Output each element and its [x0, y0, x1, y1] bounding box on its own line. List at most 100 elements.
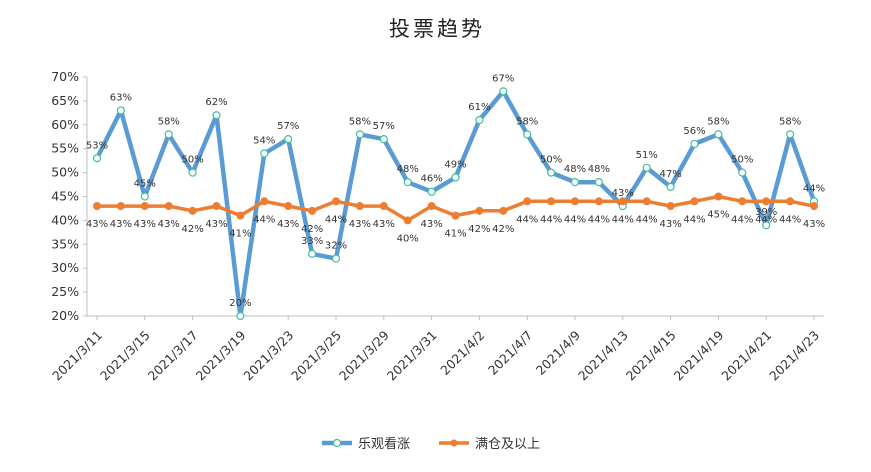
- data-label: 44%: [803, 183, 825, 194]
- data-point: [594, 178, 604, 187]
- data-label: 62%: [205, 97, 227, 108]
- data-label: 41%: [444, 229, 466, 240]
- data-point: [332, 197, 340, 206]
- x-tick-label: 2021/4/19: [671, 327, 727, 383]
- data-point: [403, 178, 412, 187]
- x-tick-label: 2021/3/15: [97, 328, 153, 384]
- data-label: 57%: [277, 121, 299, 132]
- y-tick-label: 35%: [51, 236, 79, 251]
- data-point: [355, 130, 364, 139]
- data-point: [618, 197, 627, 206]
- legend-label: 满仓及以上: [475, 437, 540, 452]
- y-tick-label: 40%: [51, 212, 79, 227]
- data-point: [355, 202, 364, 211]
- legend-swatch-marker: [450, 439, 458, 447]
- data-point: [284, 202, 293, 211]
- data-point: [164, 130, 173, 139]
- y-tick-label: 20%: [51, 308, 79, 323]
- data-label: 46%: [420, 174, 442, 185]
- x-tick-label: 2021/3/31: [384, 328, 440, 384]
- data-label: 51%: [636, 150, 658, 161]
- data-point: [188, 168, 197, 177]
- data-point: [403, 216, 412, 225]
- x-tick-label: 2021/4/2: [437, 328, 487, 378]
- data-point: [475, 206, 484, 215]
- data-point: [140, 192, 149, 201]
- data-point: [379, 202, 388, 211]
- data-point: [690, 139, 699, 149]
- data-point: [714, 130, 723, 139]
- data-label: 50%: [540, 155, 562, 166]
- data-label: 43%: [205, 219, 227, 230]
- data-point: [547, 197, 556, 206]
- legend-label: 乐观看涨: [358, 436, 410, 452]
- data-label: 43%: [659, 219, 681, 230]
- data-label: 41%: [229, 229, 251, 240]
- y-tick-label: 65%: [51, 93, 79, 108]
- x-tick-label: 2021/4/9: [533, 327, 583, 377]
- data-label: 49%: [444, 159, 466, 170]
- data-label: 44%: [540, 214, 562, 225]
- data-point: [738, 197, 747, 206]
- y-tick-label: 45%: [51, 189, 79, 204]
- data-label: 44%: [779, 214, 801, 225]
- data-point: [642, 163, 651, 172]
- legend-swatch-marker: [332, 438, 342, 448]
- data-point: [499, 87, 508, 96]
- data-point: [786, 197, 795, 206]
- data-point: [92, 154, 102, 163]
- data-label: 44%: [564, 214, 586, 225]
- data-point: [810, 202, 818, 211]
- data-point: [260, 197, 269, 206]
- data-label: 48%: [564, 164, 586, 175]
- data-point: [331, 254, 341, 263]
- data-point: [570, 178, 580, 187]
- y-tick-label: 50%: [51, 165, 79, 180]
- data-label: 39%: [755, 207, 777, 218]
- data-point: [308, 249, 317, 258]
- data-label: 43%: [277, 219, 299, 230]
- data-label: 50%: [181, 155, 203, 166]
- legend: 乐观看涨 满仓及以上: [322, 436, 540, 452]
- data-label: 50%: [731, 155, 753, 166]
- data-point: [690, 197, 699, 206]
- x-tick-label: 2021/3/29: [336, 327, 392, 383]
- data-point: [116, 106, 126, 115]
- data-point: [451, 211, 460, 220]
- data-point: [212, 111, 221, 120]
- data-label: 20%: [229, 298, 251, 309]
- data-point: [260, 149, 269, 158]
- data-point: [451, 173, 460, 182]
- data-label: 57%: [373, 121, 395, 132]
- data-label: 42%: [492, 224, 514, 235]
- data-label: 43%: [158, 219, 180, 230]
- data-point: [594, 197, 603, 206]
- x-tick-label: 2021/3/17: [145, 328, 201, 384]
- data-label: 58%: [779, 116, 801, 127]
- data-point: [427, 187, 436, 196]
- data-label: 44%: [731, 214, 753, 225]
- data-label: 58%: [707, 116, 729, 127]
- data-label: 32%: [325, 241, 347, 252]
- x-tick-label: 2021/4/23: [766, 328, 822, 384]
- data-label: 43%: [134, 219, 156, 230]
- data-label: 48%: [588, 164, 610, 175]
- data-label: 61%: [468, 102, 490, 113]
- data-label: 43%: [612, 188, 634, 199]
- data-point: [308, 206, 317, 215]
- data-point: [666, 182, 675, 192]
- series-layer: [92, 87, 819, 321]
- data-point: [284, 135, 293, 144]
- data-point: [116, 202, 125, 211]
- x-tick-label: 2021/3/19: [193, 327, 249, 383]
- x-tick-label: 2021/3/11: [49, 328, 105, 384]
- data-label: 67%: [492, 73, 514, 84]
- data-point: [523, 130, 532, 139]
- data-label: 43%: [373, 219, 395, 230]
- data-label: 42%: [468, 224, 490, 235]
- data-point: [93, 202, 101, 211]
- data-label: 43%: [420, 219, 442, 230]
- y-tick-label: 55%: [51, 141, 79, 156]
- data-point: [666, 202, 675, 211]
